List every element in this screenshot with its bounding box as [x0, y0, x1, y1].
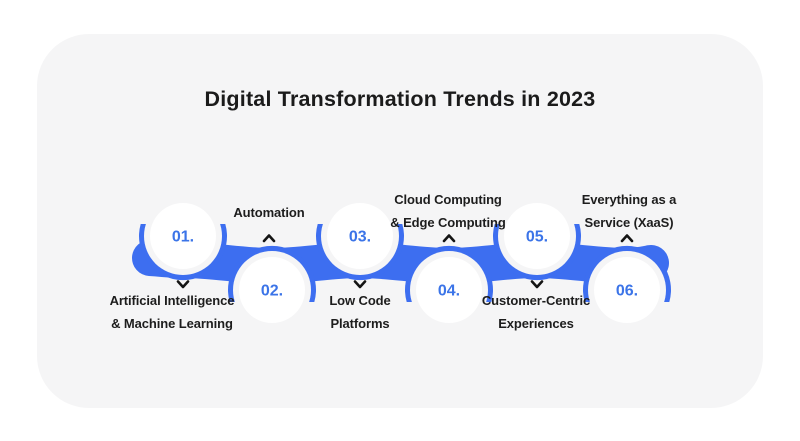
chevron-up-icon [442, 234, 456, 243]
node-number-04: 04. [438, 283, 460, 300]
chevron-down-icon [530, 280, 544, 289]
node-label-automation: Automation [174, 202, 364, 225]
node-circle-06 [594, 257, 660, 323]
node-label-line: Low Code [329, 293, 391, 308]
node-circle-04 [416, 257, 482, 323]
node-circle-03 [327, 203, 393, 269]
node-number-05: 05. [526, 229, 548, 246]
node-number-03: 03. [349, 229, 371, 246]
node-number-02: 02. [261, 283, 283, 300]
node-label-customer-centric: Customer-Centric Experiences [441, 290, 631, 335]
page-title: Digital Transformation Trends in 2023 [204, 87, 596, 111]
ribbon-band [132, 240, 669, 285]
node-label-line: Artificial Intelligence [109, 293, 235, 308]
chevron-down-icon [353, 280, 367, 289]
node-label-line: Platforms [330, 315, 390, 331]
node-label-line: & Machine Learning [111, 315, 233, 331]
node-circle-02 [239, 257, 305, 323]
node-label-low-code: Low Code Platforms [265, 290, 455, 335]
caret-icons [176, 234, 634, 289]
chevron-down-icon [176, 280, 190, 289]
node-circle-01 [150, 203, 216, 269]
timeline-nodes: 01. 02. 03. 04. 05. 06. [150, 203, 660, 323]
node-circle-05 [504, 203, 570, 269]
node-number-01: 01. [172, 229, 194, 246]
node-label-xaas: Everything as a Service (XaaS) [534, 189, 724, 234]
node-label-line: Everything as a [581, 192, 677, 207]
node-label-line: Cloud Computing [394, 192, 502, 207]
chevron-up-icon [620, 234, 634, 243]
node-label-line: Experiences [498, 315, 574, 331]
node-number-06: 06. [616, 283, 638, 300]
node-label-cloud-edge: Cloud Computing & Edge Computing [353, 189, 543, 234]
chevron-up-icon [262, 234, 276, 243]
node-label-line: Automation [233, 205, 305, 220]
node-label-line: & Edge Computing [390, 214, 506, 230]
node-label-line: Customer-Centric [481, 293, 591, 308]
node-label-ai-ml: Artificial Intelligence & Machine Learni… [77, 290, 267, 335]
node-label-line: Service (XaaS) [584, 214, 674, 230]
